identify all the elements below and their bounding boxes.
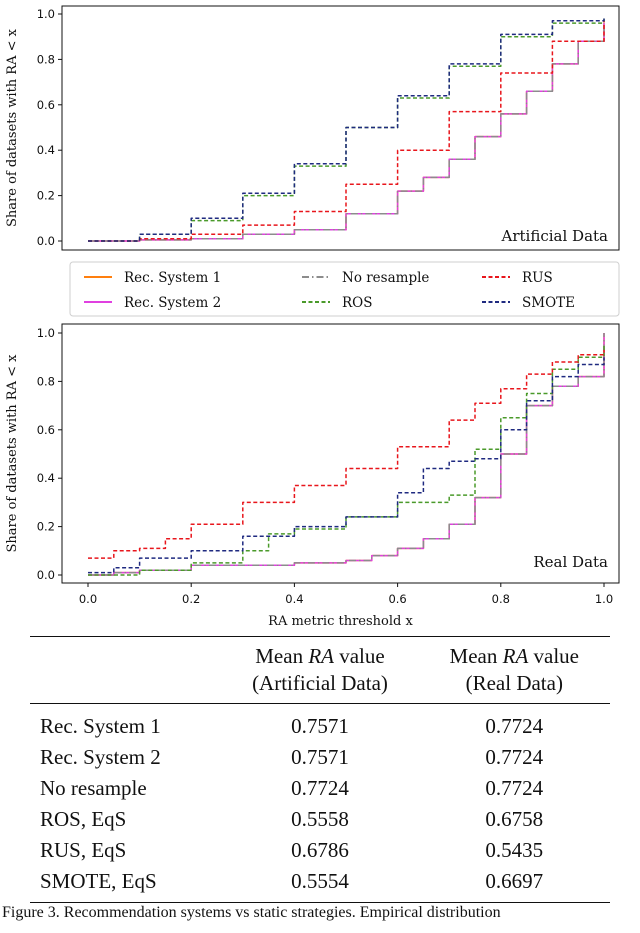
legend-label: Rec. System 1 [124, 270, 221, 286]
series-line-rus [88, 349, 605, 559]
plot-frame [61, 5, 620, 251]
legend-label: No resample [342, 270, 429, 286]
row-label: No resample [40, 776, 147, 800]
artificial-value: 0.7571 [291, 714, 349, 738]
y-tick-label: 0.4 [37, 471, 55, 485]
legend-label: SMOTE [522, 295, 575, 311]
table-row: Rec. System 2 0.7571 0.7724 [30, 742, 610, 773]
y-tick-label: 0.6 [37, 98, 55, 112]
row-label: Rec. System 2 [40, 745, 161, 769]
mean-ra-table: Mean RA value (Artificial Data) Mean RA … [30, 636, 610, 903]
series-line-smote [88, 16, 605, 242]
series-line-rec-system-2 [88, 23, 605, 242]
y-tick-label: 0.6 [37, 423, 55, 437]
row-label: ROS, EqS [40, 807, 127, 831]
table-row: ROS, EqS 0.5558 0.6758 [30, 804, 610, 835]
real-value: 0.6758 [485, 807, 544, 831]
y-tick-label: 0.2 [37, 189, 55, 203]
header-real: Mean RA value (Real Data) [449, 644, 580, 695]
table-row: Rec. System 1 0.7571 0.7724 [30, 704, 610, 743]
row-label: RUS, EqS [40, 838, 127, 862]
row-label: Rec. System 1 [40, 714, 161, 738]
series-line-rus [88, 20, 605, 242]
series-line-ros [88, 345, 605, 576]
x-tick-label: 0.0 [79, 592, 97, 606]
series-line-no-resample [88, 333, 605, 576]
plot-frame [61, 323, 620, 584]
x-tick-label: 1.0 [595, 592, 613, 606]
panel-label: Real Data [533, 553, 608, 571]
y-tick-label: 0.8 [37, 374, 55, 388]
x-axis-title: RA metric threshold x [268, 614, 413, 629]
x-tick-label: 0.8 [492, 592, 510, 606]
table-row: No resample 0.7724 0.7724 [30, 773, 610, 804]
legend-label: ROS [342, 295, 372, 311]
y-axis-title: Share of datasets with RA < x [5, 354, 20, 553]
series-line-rec-system-2 [88, 333, 605, 576]
series-line-no-resample [88, 20, 605, 242]
y-tick-label: 1.0 [37, 326, 55, 340]
y-tick-label: 0.4 [37, 143, 55, 157]
table-row: SMOTE, EqS 0.5554 0.6697 [30, 866, 610, 903]
y-tick-label: 0.8 [37, 52, 55, 66]
x-tick-label: 0.6 [388, 592, 406, 606]
figure-charts: 0.0 0.2 0.4 0.6 0.8 1.0 Share of datasets with… [5, 5, 620, 629]
real-value: 0.7724 [485, 714, 544, 738]
artificial-value: 0.7571 [291, 745, 349, 769]
y-tick-label: 0.2 [37, 520, 55, 534]
header-artificial: Mean RA value (Artificial Data) [252, 644, 388, 695]
y-tick-label: 0.0 [37, 568, 55, 582]
x-tick-label: 0.4 [285, 592, 303, 606]
x-tick-label: 0.2 [182, 592, 200, 606]
artificial-value: 0.6786 [291, 838, 349, 862]
real-value: 0.6697 [485, 869, 544, 893]
table-row: RUS, EqS 0.6786 0.5435 [30, 835, 610, 866]
real-value: 0.7724 [485, 776, 544, 800]
series-line-smote [88, 357, 605, 574]
artificial-value: 0.5554 [291, 869, 349, 893]
row-label: SMOTE, EqS [40, 869, 157, 893]
series-line-ros [88, 16, 605, 242]
artificial-value: 0.7724 [291, 776, 349, 800]
artificial-value: 0.5558 [291, 807, 349, 831]
table-header-row: Mean RA value (Artificial Data) Mean RA … [30, 636, 610, 704]
y-tick-label: 1.0 [37, 7, 55, 21]
legend-label: Rec. System 2 [124, 295, 221, 311]
real-data-chart: 0.0 0.2 0.4 0.6 0.8 1.0 0.0 0.2 0.4 0.6 0.8 1.0 Shar… [5, 323, 620, 629]
real-value: 0.5435 [485, 838, 544, 862]
artificial-data-chart: 0.0 0.2 0.4 0.6 0.8 1.0 Share of datasets with… [5, 5, 620, 251]
figure-caption: Figure 3. Recommendation systems vs stat… [2, 904, 501, 921]
real-value: 0.7724 [485, 745, 544, 769]
legend-box [69, 261, 620, 317]
panel-label: Artificial Data [501, 227, 609, 245]
header-empty [30, 637, 221, 704]
legend-label: RUS [522, 270, 553, 286]
legend: Rec. System 1 Rec. System 2 No resample ROS… [69, 261, 620, 317]
y-tick-label: 0.0 [37, 234, 55, 248]
y-axis-title: Share of datasets with RA < x [5, 28, 20, 227]
